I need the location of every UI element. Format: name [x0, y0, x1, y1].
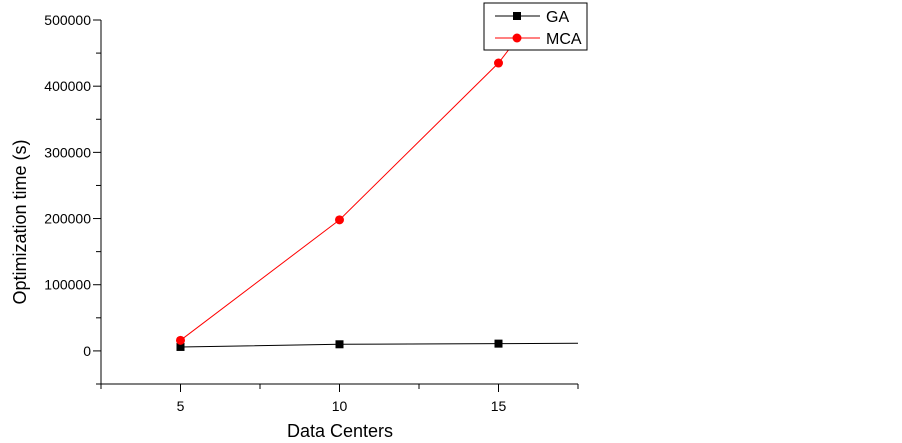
series-line-mca: [180, 13, 538, 341]
legend-mca-circle-icon: [512, 33, 522, 43]
y-axis-ticks: 0 100000 200000 300000 400000 500000: [44, 12, 101, 385]
data-point-ga: [494, 339, 503, 348]
y-tick-label: 100000: [44, 277, 91, 293]
x-axis-title: Data Centers: [287, 421, 393, 441]
series-line-ga: [180, 342, 578, 348]
data-point-mca: [176, 335, 185, 345]
series-layer: [176, 13, 578, 351]
data-point-mca: [494, 58, 503, 68]
data-point-ga: [176, 342, 185, 351]
x-axis-ticks: 5 10 15: [100, 384, 579, 414]
legend-ga-label: GA: [546, 9, 569, 26]
data-point-mca: [335, 215, 344, 225]
y-tick-label: 400000: [44, 78, 91, 94]
y-tick-label: 0: [83, 343, 91, 359]
y-tick-label: 300000: [44, 144, 91, 160]
x-tick-label: 15: [491, 398, 507, 414]
x-tick-label: 5: [177, 398, 185, 414]
y-tick-label: 500000: [44, 12, 91, 28]
legend-mca-label: MCA: [546, 31, 582, 48]
y-tick-label: 200000: [44, 211, 91, 227]
legend-ga-square-icon: [513, 12, 521, 20]
legend-box: [483, 2, 588, 51]
y-axis-title: Optimization time (s): [10, 139, 30, 304]
data-point-ga: [335, 340, 344, 349]
x-tick-label: 10: [332, 398, 348, 414]
legend: GA MCA: [483, 2, 588, 51]
